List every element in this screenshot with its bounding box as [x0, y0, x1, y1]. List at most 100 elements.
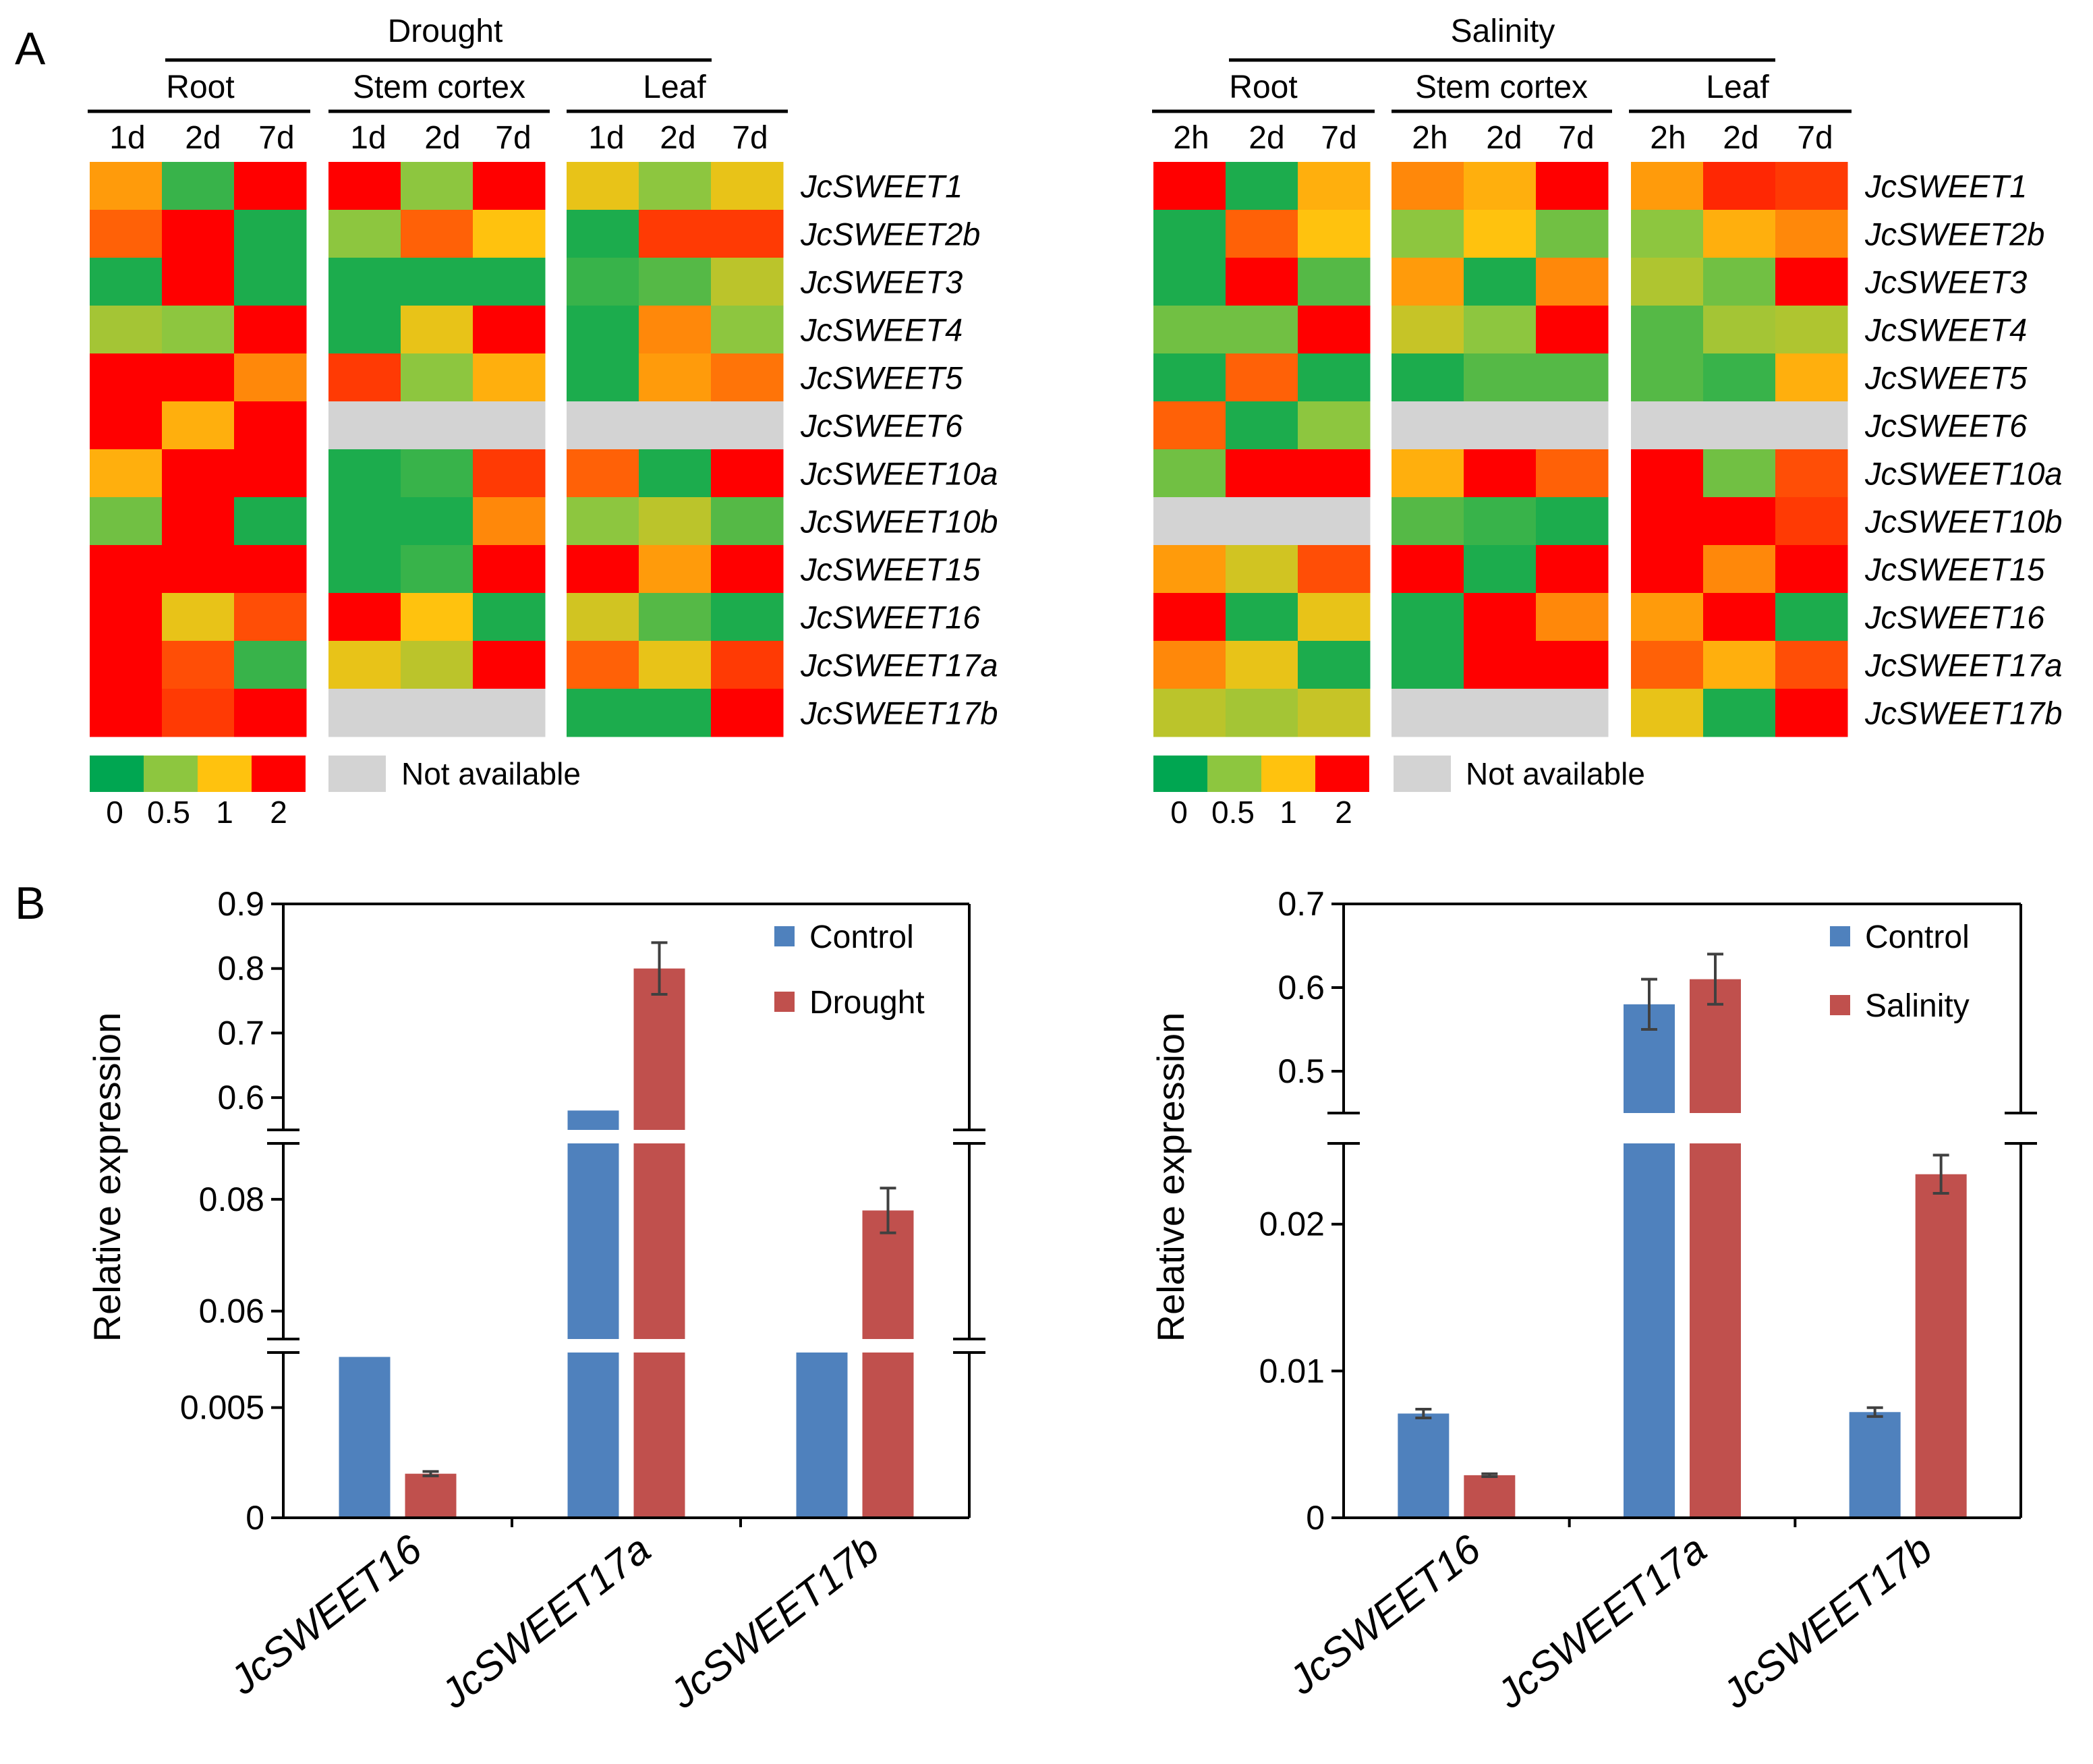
salinity-heatmap-cell [1226, 210, 1298, 258]
salinity-heatmap-cell [1703, 497, 1776, 546]
salinity-heatmap-cell [1703, 258, 1776, 306]
salinity-heatmap-cell [1392, 689, 1464, 737]
drought-heatmap-cell [234, 449, 307, 498]
drought-heatmap-cell [473, 162, 546, 210]
salinity-heatmap-cell [1631, 162, 1704, 210]
salinity-heatmap-cell [1226, 353, 1298, 402]
drought-heatmap-cell [401, 641, 474, 689]
salinity-heatmap-cell [1464, 401, 1537, 450]
drought-bar-drought-jcsweet17a [633, 1143, 685, 1339]
salinity-heatmap-cell [1153, 258, 1226, 306]
drought-heatmap-cell [162, 258, 235, 306]
drought-legend-tick-2: 1 [216, 795, 233, 830]
drought-heatmap-cell [401, 545, 474, 594]
drought-heatmap-cell [328, 449, 401, 498]
drought-heatmap-cell [328, 258, 401, 306]
salinity-x-label: JcSWEET16 [1280, 1526, 1489, 1703]
salinity-legend-swatch-1 [1207, 756, 1261, 792]
salinity-heatmap-cell [1631, 210, 1704, 258]
salinity-leaf-time-3: 7d [1797, 120, 1833, 156]
drought-legend-swatch-0 [90, 756, 144, 792]
salinity-heatmap-cell [1392, 353, 1464, 402]
salinity-heatmap-cell [1464, 306, 1537, 354]
salinity-heatmap-cell [1775, 545, 1848, 594]
salinity-heatmap-cell [1703, 353, 1776, 402]
drought-heatmap-cell [162, 162, 235, 210]
salinity-heatmap-cell [1631, 497, 1704, 546]
drought-gene-label: JcSWEET16 [800, 600, 981, 635]
salinity-heatmap-cell [1153, 545, 1226, 594]
salinity-heatmap-cell [1392, 497, 1464, 546]
salinity-color-legend: 0 0.5 1 2 Not available [1153, 756, 1645, 830]
drought-heatmap-cell [567, 497, 639, 546]
salinity-legend-swatch-2 [1261, 756, 1315, 792]
drought-bar-control-jcsweet17b [796, 1353, 848, 1518]
salinity-heatmap-cell [1153, 306, 1226, 354]
drought-heatmap-cell [711, 593, 784, 642]
drought-heatmap-cell [90, 162, 163, 210]
salinity-heatmap-cell [1298, 545, 1371, 594]
drought-heatmap-cell [473, 258, 546, 306]
drought-bar-control-jcsweet16 [339, 1357, 391, 1518]
salinity-heatmap-cell [1631, 401, 1704, 450]
drought-gene-label: JcSWEET10a [800, 456, 998, 492]
drought-legend-label-control: Control [809, 919, 914, 955]
salinity-heatmap-cell [1226, 689, 1298, 737]
salinity-heatmap-cell [1464, 641, 1537, 689]
drought-heatmap-cell [90, 593, 163, 642]
salinity-root-time-2: 2d [1249, 120, 1284, 156]
drought-heatmap-cell [711, 210, 784, 258]
salinity-heatmap-cell [1153, 593, 1226, 642]
drought-legend-swatch-1 [144, 756, 198, 792]
salinity-y-tick-label: 0.7 [1278, 885, 1325, 923]
salinity-heatmap-cell [1464, 162, 1537, 210]
salinity-heatmap-cell [1153, 641, 1226, 689]
drought-y-tick-label: 0.08 [199, 1180, 264, 1218]
salinity-gene-label: JcSWEET5 [1864, 360, 2028, 396]
drought-leaf-time-3: 7d [732, 120, 768, 156]
salinity-y-tick-label: 0.01 [1259, 1352, 1325, 1390]
salinity-heatmap-cell [1536, 593, 1609, 642]
salinity-heatmap-cell [1464, 497, 1537, 546]
salinity-leaf-time-1: 2h [1650, 120, 1686, 156]
drought-y-axis-title: Relative expression [86, 1013, 128, 1342]
drought-heatmap-cell [90, 641, 163, 689]
drought-na-swatch [328, 756, 386, 792]
salinity-heatmap-cell [1536, 497, 1609, 546]
drought-gene-label: JcSWEET17a [800, 648, 998, 683]
drought-legend-swatch-2 [198, 756, 252, 792]
drought-gene-label: JcSWEET1 [800, 169, 963, 204]
salinity-root-time-1: 2h [1173, 120, 1209, 156]
salinity-heatmap-cell [1536, 306, 1609, 354]
drought-heatmap-cell [162, 641, 235, 689]
salinity-legend-swatch-0 [1153, 756, 1207, 792]
drought-stem-time-3: 7d [495, 120, 531, 156]
drought-bar-drought-jcsweet17a [633, 1353, 685, 1518]
drought-heatmap-cell [162, 497, 235, 546]
salinity-bars [1398, 952, 1967, 1518]
drought-bar-control-jcsweet17a [567, 1353, 619, 1518]
salinity-heatmap-cell [1298, 401, 1371, 450]
drought-heatmap-cell [328, 353, 401, 402]
salinity-tissue-stem: Stem cortex [1415, 69, 1588, 105]
salinity-bar-control-jcsweet16 [1398, 1413, 1450, 1518]
drought-heatmap-cell [401, 449, 474, 498]
salinity-heatmap-cell [1226, 162, 1298, 210]
salinity-root-time-3: 7d [1321, 120, 1356, 156]
salinity-heatmap-cell [1153, 401, 1226, 450]
drought-heatmap-cell [639, 401, 712, 450]
drought-heatmap-cell [328, 162, 401, 210]
drought-heatmap-cell [567, 545, 639, 594]
drought-heatmap-cell [567, 162, 639, 210]
drought-x-labels: JcSWEET16 JcSWEET17a JcSWEET17b [221, 1526, 887, 1717]
drought-gene-label: JcSWEET3 [800, 264, 963, 300]
drought-tissue-leaf: Leaf [643, 69, 706, 105]
salinity-bar-salinity-jcsweet17b [1915, 1174, 1967, 1518]
drought-heatmap-cell [711, 401, 784, 450]
drought-tissue-root: Root [166, 69, 234, 105]
salinity-heatmap-cell [1775, 258, 1848, 306]
salinity-heatmap-cell [1464, 545, 1537, 594]
drought-heatmap-cell [234, 401, 307, 450]
salinity-x-labels: JcSWEET16 JcSWEET17a JcSWEET17b [1280, 1526, 1940, 1717]
